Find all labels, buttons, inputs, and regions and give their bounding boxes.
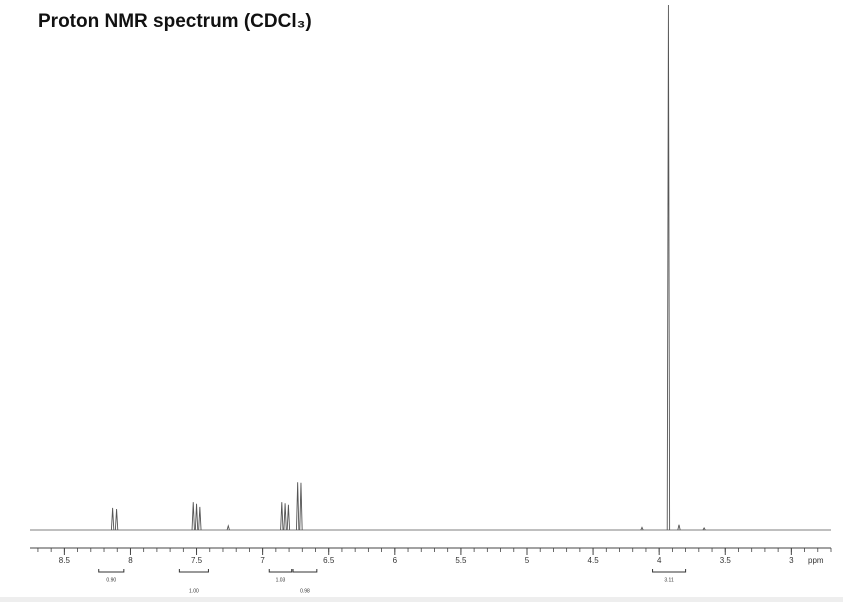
integral-bracket <box>178 569 209 573</box>
x-tick-label: 8.5 <box>59 556 71 565</box>
x-tick-label: 8 <box>128 556 133 565</box>
x-tick-label: 6 <box>393 556 398 565</box>
integral-label: 1.00 <box>189 588 199 594</box>
x-tick-label: 4 <box>657 556 662 565</box>
peak <box>299 482 303 531</box>
integral-label: 0.90 <box>106 577 116 583</box>
peak <box>677 524 681 531</box>
peak <box>640 526 644 531</box>
bottom-bar <box>0 597 843 602</box>
peak <box>702 526 706 531</box>
integral-bracket <box>652 569 687 573</box>
peak <box>286 504 291 531</box>
peak <box>280 502 284 531</box>
x-tick-label: 7.5 <box>191 556 203 565</box>
peak <box>283 503 287 531</box>
peak <box>191 502 195 531</box>
chart-title: Proton NMR spectrum (CDCl₃) <box>38 11 312 32</box>
peak <box>296 482 300 531</box>
x-tick-label: 5 <box>525 556 530 565</box>
integral-label: 0.98 <box>300 588 310 594</box>
peak <box>198 506 202 531</box>
integral-label: 1.03 <box>276 577 286 583</box>
peak <box>226 524 230 531</box>
integral-bracket <box>292 569 318 573</box>
x-axis-label: ppm <box>808 556 824 565</box>
peak <box>194 503 199 531</box>
x-tick-label: 3 <box>789 556 794 565</box>
x-tick-label: 3.5 <box>720 556 732 565</box>
peak <box>114 508 119 531</box>
x-tick-label: 5.5 <box>455 556 467 565</box>
x-tick-label: 7 <box>260 556 265 565</box>
integral-label: 3.11 <box>664 577 674 583</box>
integral-bracket <box>268 569 293 573</box>
integral-bracket <box>98 569 125 573</box>
peak <box>666 4 671 531</box>
peak <box>110 507 115 531</box>
x-tick-label: 6.5 <box>323 556 335 565</box>
x-tick-label: 4.5 <box>588 556 600 565</box>
